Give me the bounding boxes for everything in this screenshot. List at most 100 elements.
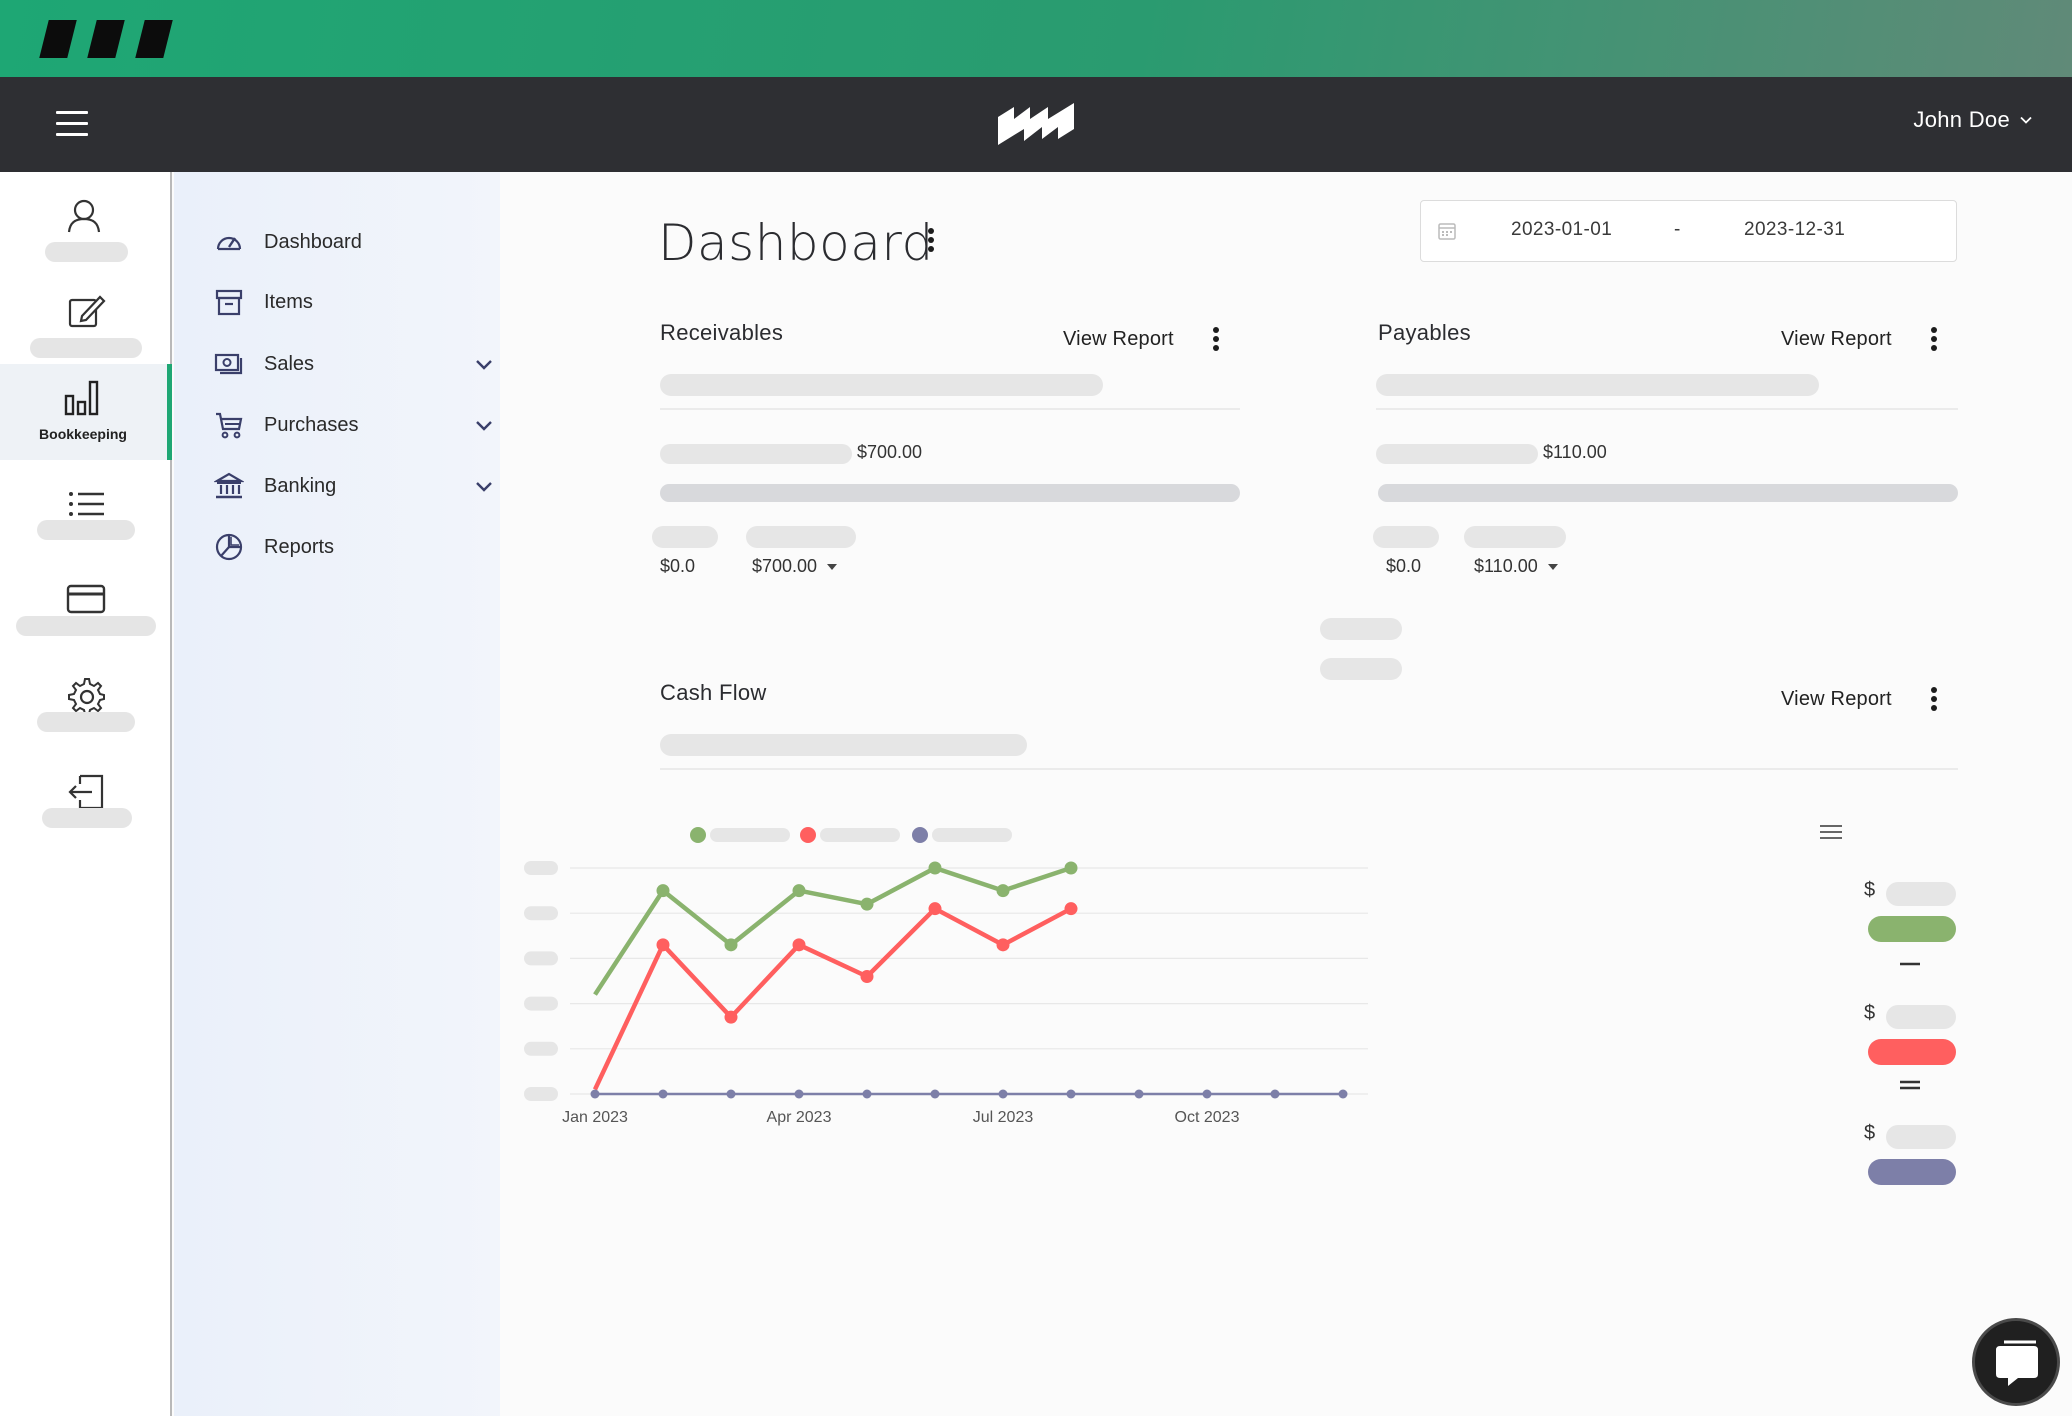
receivables-view-report-link[interactable]: View Report <box>1063 328 1174 350</box>
loading-placeholder <box>660 444 852 464</box>
receivables-split-left: $0.0 <box>660 556 696 576</box>
payables-split-right-dropdown[interactable]: $110.00 <box>1474 556 1558 577</box>
receivables-split-right: $700.00 <box>752 556 818 576</box>
data-point[interactable] <box>724 1010 738 1024</box>
legend-marker <box>912 827 928 843</box>
chevron-down-icon[interactable] <box>474 354 494 374</box>
rail-item-payments[interactable] <box>0 570 172 662</box>
chat-support-button[interactable] <box>1972 1318 2060 1406</box>
summary-outgoing-bar <box>1868 1039 1956 1065</box>
sidebar-item-banking[interactable]: Banking <box>214 466 494 506</box>
receivables-options-kebab-icon[interactable] <box>1210 327 1222 357</box>
bar-chart-icon <box>64 380 99 416</box>
loading-placeholder <box>1373 526 1439 548</box>
payables-split-left: $0.0 <box>1386 556 1422 576</box>
data-point[interactable] <box>656 884 670 898</box>
chat-bubble-icon <box>1996 1340 2038 1386</box>
data-point[interactable] <box>1066 1089 1076 1099</box>
data-point[interactable] <box>998 1089 1008 1099</box>
y-tick-label-placeholder <box>524 861 558 875</box>
data-point[interactable] <box>862 1089 872 1099</box>
legend-marker <box>800 827 816 843</box>
y-tick-label-placeholder <box>524 996 558 1011</box>
brand-logo <box>998 103 1074 145</box>
data-point[interactable] <box>860 897 874 911</box>
summary-currency-incoming: $ <box>1864 879 1875 901</box>
logout-icon <box>68 774 104 810</box>
chart-menu-icon[interactable] <box>1820 822 1850 848</box>
x-tick-label: Jan 2023 <box>562 1109 628 1126</box>
data-point[interactable] <box>590 1089 600 1099</box>
sidebar-item-purchases[interactable]: Purchases <box>214 405 494 445</box>
sidebar-item-label: Reports <box>264 535 335 558</box>
data-point[interactable] <box>996 938 1010 952</box>
calendar-icon <box>1438 223 1456 240</box>
loading-placeholder <box>1886 882 1956 906</box>
rail-item-logout[interactable] <box>0 762 172 854</box>
sidebar-item-items[interactable]: Items <box>214 282 494 322</box>
cash-flow-options-kebab-icon[interactable] <box>1928 687 1940 717</box>
data-point[interactable] <box>928 861 942 875</box>
rail-item-bookkeeping[interactable]: Bookkeeping <box>0 364 172 460</box>
data-point[interactable] <box>794 1089 804 1099</box>
data-point[interactable] <box>792 938 806 952</box>
date-start[interactable]: 2023-01-01 <box>1511 219 1613 240</box>
data-point[interactable] <box>1202 1089 1212 1099</box>
data-point[interactable] <box>1134 1089 1144 1099</box>
rail-item-contacts[interactable] <box>0 186 172 278</box>
data-point[interactable] <box>1270 1089 1280 1099</box>
window-control-close[interactable] <box>39 20 77 58</box>
active-indicator <box>167 364 172 460</box>
cash-flow-summary: $ $ $ <box>1864 879 1956 1185</box>
loading-placeholder <box>1376 374 1819 396</box>
sidebar-item-sales[interactable]: Sales <box>214 344 494 384</box>
chevron-down-icon[interactable] <box>474 415 494 435</box>
rail-item-label: Bookkeeping <box>39 426 127 442</box>
rail-item-edit[interactable] <box>0 282 172 374</box>
data-point[interactable] <box>1338 1089 1348 1099</box>
sidebar-item-label: Items <box>264 290 313 313</box>
data-point[interactable] <box>930 1089 940 1099</box>
sidebar-item-label: Purchases <box>264 413 359 436</box>
divider <box>660 768 1958 770</box>
gear-icon <box>68 678 105 715</box>
data-point[interactable] <box>996 884 1010 898</box>
page-options-kebab-icon[interactable] <box>925 228 937 258</box>
receivables-split-right-dropdown[interactable]: $700.00 <box>752 556 838 577</box>
chevron-down-icon[interactable] <box>474 476 494 496</box>
data-point[interactable] <box>1064 902 1078 916</box>
data-point[interactable] <box>1064 861 1078 875</box>
window-control-maximize[interactable] <box>135 20 173 58</box>
y-tick-label-placeholder <box>524 906 558 921</box>
legend-item-incoming[interactable] <box>690 827 790 843</box>
data-point[interactable] <box>726 1089 736 1099</box>
legend-item-outgoing[interactable] <box>800 827 900 843</box>
payables-options-kebab-icon[interactable] <box>1928 327 1940 357</box>
caret-down-icon <box>1547 564 1558 571</box>
data-point[interactable] <box>658 1089 668 1099</box>
data-point[interactable] <box>860 969 874 983</box>
legend-item-profit[interactable] <box>912 827 1012 843</box>
sidebar-item-dashboard[interactable]: Dashboard <box>214 222 494 262</box>
rail-item-settings[interactable] <box>0 666 172 758</box>
cash-flow-view-report-link[interactable]: View Report <box>1781 688 1892 710</box>
y-tick-label-placeholder <box>524 1087 558 1101</box>
rail-label-placeholder <box>16 616 156 636</box>
date-range-picker[interactable]: 2023-01-01 - 2023-12-31 <box>1420 200 1957 262</box>
rail-item-list[interactable] <box>0 474 172 566</box>
payables-view-report-link[interactable]: View Report <box>1781 328 1892 350</box>
data-point[interactable] <box>928 902 942 916</box>
data-point[interactable] <box>656 938 670 952</box>
data-point[interactable] <box>724 938 738 952</box>
data-point[interactable] <box>792 884 806 898</box>
date-separator: - <box>1674 219 1681 240</box>
loading-placeholder <box>660 734 1027 756</box>
hamburger-menu-icon[interactable] <box>56 111 88 137</box>
payables-progress-bar <box>1378 484 1958 502</box>
user-menu[interactable]: John Doe <box>1913 107 2032 133</box>
y-tick-label-placeholder <box>524 951 558 966</box>
sidebar-item-reports[interactable]: Reports <box>214 527 494 567</box>
window-control-minimize[interactable] <box>87 20 125 58</box>
legend-label-placeholder <box>820 828 900 842</box>
date-end[interactable]: 2023-12-31 <box>1744 219 1846 240</box>
